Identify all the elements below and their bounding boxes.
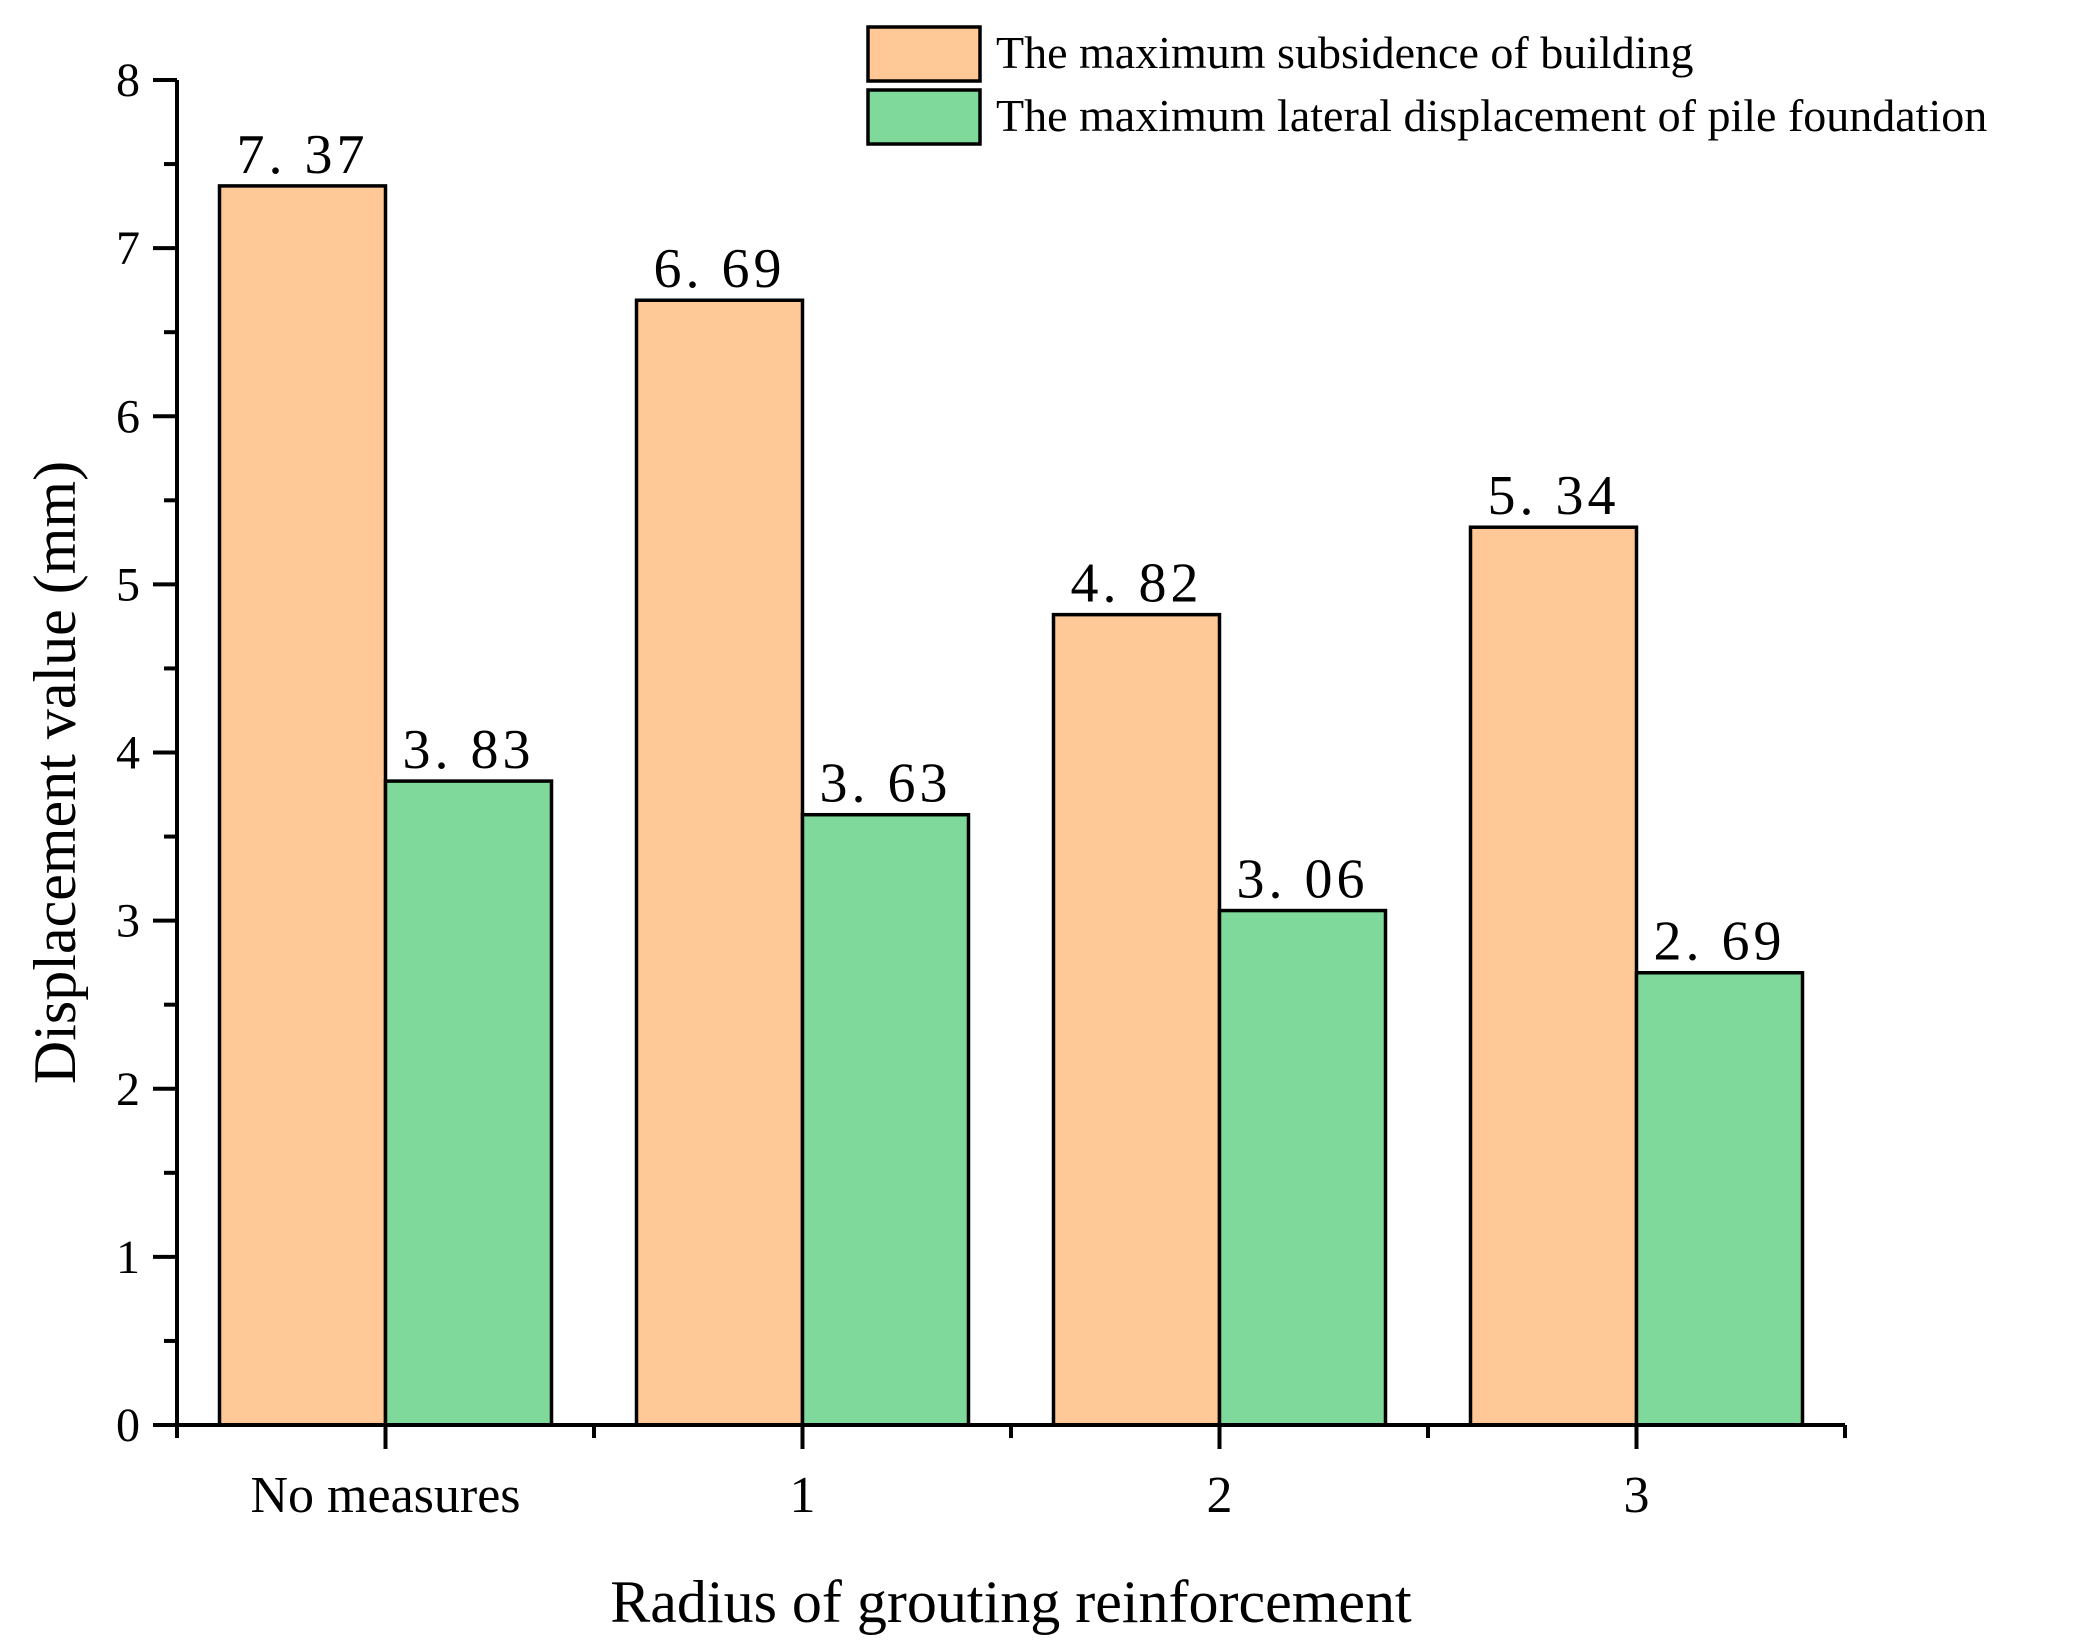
legend-swatch-subsidence xyxy=(866,25,982,83)
y-tick-label: 8 xyxy=(116,54,140,107)
y-tick-label: 3 xyxy=(116,895,140,948)
y-ticks-group: 0 1 2 3 4 5 6 7 8 xyxy=(116,54,177,1452)
y-tick-label: 7 xyxy=(116,222,140,275)
bar-lateral-displacement xyxy=(1634,970,1805,1427)
x-category-label: No measures xyxy=(250,1467,520,1524)
bar-subsidence xyxy=(1051,612,1222,1427)
data-labels-group: 7. 37 3. 83 6. 69 3. 63 4. 82 3. 06 5. 34 2. 69 xyxy=(237,124,1786,973)
y-tick-label: 0 xyxy=(116,1399,140,1452)
data-label-lateral-displacement: 3. 06 xyxy=(1237,849,1369,911)
x-axis-title: Radius of grouting reinforcement xyxy=(610,1569,1412,1635)
bar-subsidence xyxy=(1468,525,1639,1427)
data-label-subsidence: 6. 69 xyxy=(654,238,786,300)
bar-subsidence xyxy=(217,184,388,1427)
y-tick-label: 6 xyxy=(116,390,140,443)
x-category-label: 1 xyxy=(790,1467,816,1524)
data-label-subsidence: 4. 82 xyxy=(1071,553,1203,615)
y-tick-label: 5 xyxy=(116,558,140,611)
x-category-label: 3 xyxy=(1624,1467,1650,1524)
x-ticks-group: No measures 1 2 3 xyxy=(175,1425,1847,1524)
bar-subsidence xyxy=(634,298,805,1427)
data-label-lateral-displacement: 3. 63 xyxy=(820,753,952,815)
data-label-subsidence: 7. 37 xyxy=(237,124,369,186)
bar-lateral-displacement xyxy=(1217,908,1388,1427)
data-label-lateral-displacement: 3. 83 xyxy=(403,719,535,781)
bar-lateral-displacement xyxy=(383,779,554,1427)
legend-swatch-lateral-displacement xyxy=(866,88,982,146)
legend-label-lateral-displacement: The maximum lateral displacement of pile… xyxy=(996,90,1987,141)
y-tick-label: 4 xyxy=(116,727,140,780)
data-label-lateral-displacement: 2. 69 xyxy=(1654,911,1786,973)
legend-label-subsidence: The maximum subsidence of building xyxy=(996,27,1694,78)
bar-lateral-displacement xyxy=(800,812,971,1427)
y-tick-label: 2 xyxy=(116,1063,140,1116)
y-tick-label: 1 xyxy=(116,1231,140,1284)
legend: The maximum subsidence of building The ma… xyxy=(866,25,1987,146)
data-label-subsidence: 5. 34 xyxy=(1488,465,1620,527)
x-category-label: 2 xyxy=(1207,1467,1233,1524)
bars-group xyxy=(217,184,1805,1427)
y-axis-title: Displacement value (mm) xyxy=(22,461,88,1084)
